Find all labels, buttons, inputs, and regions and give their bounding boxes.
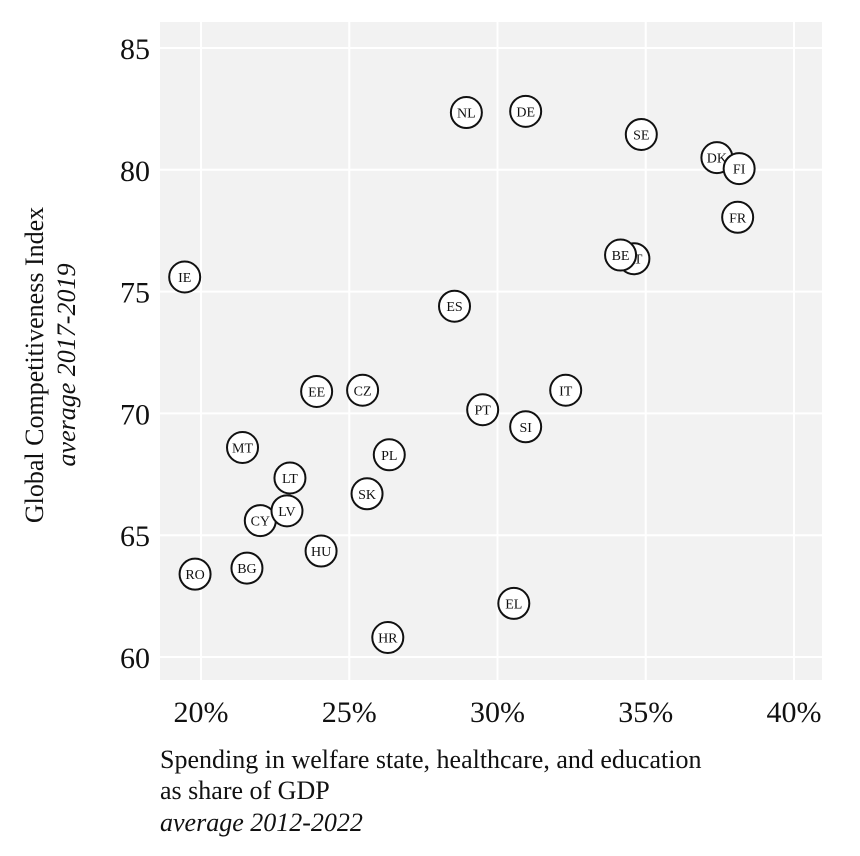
point-marker [230, 551, 264, 585]
point-label: PL [381, 449, 397, 464]
point-marker [270, 494, 304, 528]
x-tick-label: 20% [174, 696, 229, 729]
point-label: HU [311, 545, 331, 560]
point-label: IE [178, 271, 191, 286]
point-label: HR [378, 632, 398, 647]
point-marker [604, 238, 638, 272]
point-label: SE [633, 128, 649, 143]
point-label: LT [282, 472, 298, 487]
y-tick-label: 85 [120, 33, 150, 66]
point-label: FI [733, 163, 746, 178]
y-tick-label: 70 [120, 398, 150, 431]
point-label: NL [457, 107, 476, 122]
data-point-es: ES [438, 289, 472, 323]
point-marker [350, 477, 384, 511]
data-point-mt: MT [226, 431, 260, 465]
point-label: EE [308, 385, 325, 400]
y-axis-title: Global Competitiveness Index [20, 207, 49, 523]
point-marker [509, 410, 543, 444]
point-marker [304, 534, 338, 568]
x-tick-label: 35% [618, 696, 673, 729]
data-point-bg: BG [230, 551, 264, 585]
point-label: MT [232, 442, 253, 457]
point-marker [438, 289, 472, 323]
point-label: PT [475, 404, 492, 419]
y-tick-label: 65 [120, 520, 150, 553]
data-points: IE RO BG CY LV HU LT MT EE CZ SK PL HR PT SI EL IT ES NL DE… [168, 94, 756, 655]
point-label: DE [516, 105, 535, 120]
data-point-el: EL [497, 586, 531, 620]
point-label: BG [237, 562, 256, 577]
data-point-se: SE [624, 117, 658, 151]
point-label: CY [251, 515, 270, 530]
y-tick-label: 60 [120, 642, 150, 675]
data-point-ro: RO [178, 557, 212, 591]
x-axis-title-line2: as share of GDP [160, 776, 330, 805]
data-point-pt: PT [466, 393, 500, 427]
point-marker [300, 374, 334, 408]
tick-labels: 20% 25% 30% 35% 40% 60 65 70 75 80 85 [120, 33, 822, 729]
point-label: RO [185, 568, 204, 583]
point-label: SI [519, 421, 532, 436]
y-tick-label: 80 [120, 155, 150, 188]
data-point-hr: HR [371, 621, 405, 655]
point-marker [178, 557, 212, 591]
point-label: LV [278, 505, 295, 520]
point-label: DK [707, 152, 727, 167]
point-marker [372, 438, 406, 472]
data-point-sk: SK [350, 477, 384, 511]
x-axis-title: Spending in welfare state, healthcare, a… [160, 745, 701, 774]
y-axis-subtitle: average 2017-2019 [52, 264, 81, 467]
point-marker [722, 152, 756, 186]
point-marker [346, 373, 380, 407]
point-marker [497, 586, 531, 620]
data-point-cz: CZ [346, 373, 380, 407]
data-point-de: DE [509, 94, 543, 128]
data-point-lt: LT [273, 461, 307, 495]
point-label: EL [505, 597, 522, 612]
data-point-ee: EE [300, 374, 334, 408]
data-point-fr: FR [721, 200, 755, 234]
data-point-lv: LV [270, 494, 304, 528]
point-marker [168, 260, 202, 294]
point-label: BE [612, 249, 630, 264]
y-tick-label: 75 [120, 277, 150, 310]
data-point-nl: NL [449, 96, 483, 130]
point-marker [466, 393, 500, 427]
point-marker [549, 373, 583, 407]
data-point-si: SI [509, 410, 543, 444]
x-tick-label: 40% [767, 696, 822, 729]
point-marker [371, 621, 405, 655]
x-axis-subtitle: average 2012-2022 [160, 808, 363, 837]
data-point-pl: PL [372, 438, 406, 472]
data-point-hu: HU [304, 534, 338, 568]
plot-panel [160, 22, 822, 680]
point-marker [509, 94, 543, 128]
point-marker [449, 96, 483, 130]
x-tick-label: 25% [322, 696, 377, 729]
point-marker [721, 200, 755, 234]
point-label: ES [446, 300, 462, 315]
data-point-it: IT [549, 373, 583, 407]
point-label: FR [729, 211, 747, 226]
data-point-fi: FI [722, 152, 756, 186]
point-marker [624, 117, 658, 151]
point-label: CZ [354, 384, 372, 399]
data-point-ie: IE [168, 260, 202, 294]
point-label: IT [559, 384, 573, 399]
x-tick-label: 30% [470, 696, 525, 729]
point-marker [226, 431, 260, 465]
data-point-be: BE [604, 238, 638, 272]
point-marker [273, 461, 307, 495]
point-label: SK [358, 488, 376, 503]
